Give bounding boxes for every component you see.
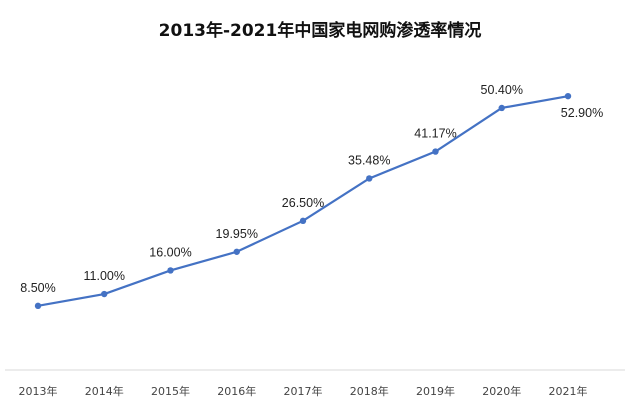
data-label: 8.50% xyxy=(20,281,55,295)
data-label: 11.00% xyxy=(84,269,125,283)
data-label: 35.48% xyxy=(348,153,390,167)
x-tick-label: 2020年 xyxy=(482,384,521,398)
x-tick-label: 2019年 xyxy=(416,384,455,398)
data-label: 19.95% xyxy=(216,227,258,241)
data-point xyxy=(299,217,307,225)
data-label: 16.00% xyxy=(149,245,191,259)
data-point xyxy=(101,290,108,298)
data-point xyxy=(564,92,572,100)
x-tick-label: 2015年 xyxy=(151,384,190,398)
data-point xyxy=(167,267,174,274)
data-point xyxy=(498,104,505,112)
data-point xyxy=(233,248,240,255)
data-label: 52.90% xyxy=(561,106,603,120)
x-tick-label: 2016年 xyxy=(217,384,256,398)
x-tick-label: 2018年 xyxy=(350,384,389,398)
data-point xyxy=(34,302,42,310)
x-tick-label: 2017年 xyxy=(284,384,323,398)
data-point xyxy=(366,175,373,182)
chart-title: 2013年-2021年中国家电网购渗透率情况 xyxy=(158,21,482,41)
data-label: 41.17% xyxy=(414,127,456,141)
data-label: 26.50% xyxy=(282,196,324,210)
x-tick-label: 2013年 xyxy=(19,384,58,398)
data-point xyxy=(432,148,439,155)
x-tick-label: 2014年 xyxy=(85,384,124,398)
x-tick-label: 2021年 xyxy=(549,384,588,398)
data-label: 50.40% xyxy=(481,83,523,97)
